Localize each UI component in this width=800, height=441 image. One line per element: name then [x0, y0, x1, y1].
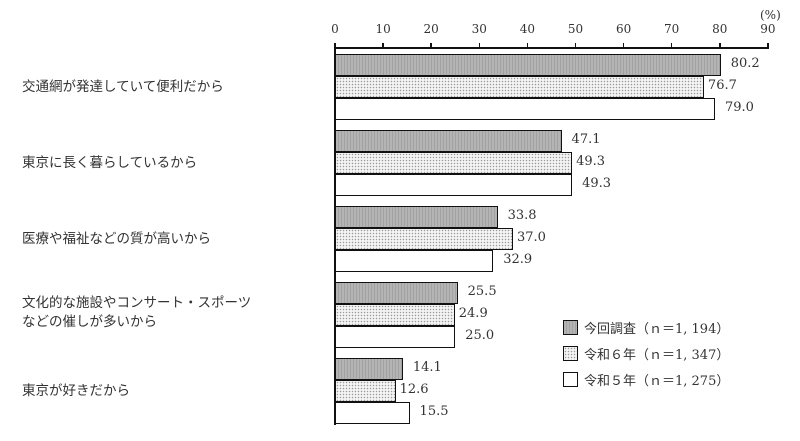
value-label: 33.8	[507, 208, 537, 223]
legend-label: 令和５年（ｎ＝1, 275）	[584, 374, 730, 389]
bar-r6	[335, 380, 396, 402]
category-label: 東京に長く暮らしているから	[22, 155, 198, 171]
value-label: 14.1	[412, 360, 442, 375]
bar-r5	[335, 174, 573, 196]
bar-r5	[335, 98, 715, 120]
value-label: 25.0	[465, 328, 495, 343]
legend-swatch	[563, 320, 578, 335]
x-tick-label: 0	[331, 22, 339, 36]
x-tick-label: 10	[375, 22, 391, 36]
x-tick-mark	[334, 43, 336, 49]
value-label: 79.0	[724, 100, 754, 115]
category-label: 東京が好きだから	[22, 383, 130, 399]
bar-current	[335, 130, 562, 152]
bar-r5	[335, 326, 456, 348]
axis-unit-label: (%)	[760, 8, 781, 22]
x-tick-label: 70	[664, 22, 680, 36]
x-tick-mark	[767, 43, 769, 49]
x-tick-label: 40	[519, 22, 536, 36]
x-tick-label: 80	[712, 22, 728, 36]
bar-r6	[335, 304, 455, 326]
legend-swatch	[563, 372, 578, 387]
bar-r6	[335, 228, 513, 250]
x-tick-label: 60	[615, 22, 632, 36]
x-tick-label: 30	[471, 22, 487, 36]
x-tick-mark	[478, 43, 481, 49]
value-label: 12.6	[399, 382, 429, 397]
bar-current	[335, 206, 498, 228]
bar-current	[335, 358, 403, 380]
x-tick-mark	[526, 43, 529, 49]
bar-r6	[335, 76, 704, 98]
x-tick-mark	[622, 43, 625, 49]
x-tick-label: 50	[567, 22, 584, 36]
category-label: 医療や福祉などの質が高いから	[22, 231, 211, 247]
value-label: 49.3	[576, 154, 606, 169]
x-tick-label: 20	[423, 22, 439, 36]
value-label: 80.2	[730, 56, 760, 71]
x-tick-mark	[670, 43, 673, 49]
x-tick-mark	[382, 43, 384, 49]
legend-label: 今回調査（ｎ＝1, 194）	[584, 322, 730, 337]
legend-label: 令和６年（ｎ＝1, 347）	[584, 348, 730, 363]
x-tick-mark	[430, 43, 432, 49]
legend-item: 令和５年（ｎ＝1, 275）	[563, 370, 729, 389]
bar-current	[335, 282, 458, 304]
bar-r6	[335, 152, 573, 174]
bar-current	[335, 54, 721, 76]
value-label: 25.5	[467, 284, 497, 299]
value-label: 15.5	[419, 404, 449, 419]
legend-swatch	[563, 346, 578, 361]
legend-item: 令和６年（ｎ＝1, 347）	[563, 344, 729, 363]
x-tick-label: 90	[760, 22, 776, 36]
bar-r5	[335, 402, 410, 424]
legend-item: 今回調査（ｎ＝1, 194）	[563, 318, 729, 337]
category-label: 交通網が発達していて便利だから	[22, 79, 224, 95]
bar-r5	[335, 250, 494, 272]
category-label: 文化的な施設やコンサート・スポーツ などの催しが多いから	[22, 295, 252, 330]
x-axis-line	[335, 47, 768, 49]
value-label: 47.1	[571, 132, 601, 147]
value-label: 76.7	[707, 78, 737, 93]
value-label: 49.3	[582, 176, 612, 191]
x-tick-mark	[574, 43, 577, 49]
value-label: 37.0	[516, 230, 546, 245]
value-label: 32.9	[503, 252, 533, 267]
x-tick-mark	[719, 43, 721, 49]
value-label: 24.9	[458, 306, 488, 321]
